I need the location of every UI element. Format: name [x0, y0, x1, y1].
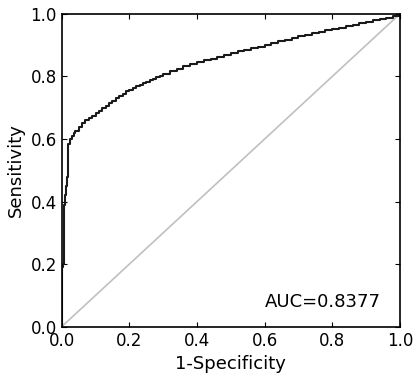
Y-axis label: Sensitivity: Sensitivity [7, 124, 25, 217]
Text: AUC=0.8377: AUC=0.8377 [265, 293, 381, 311]
X-axis label: 1-Specificity: 1-Specificity [176, 355, 286, 373]
